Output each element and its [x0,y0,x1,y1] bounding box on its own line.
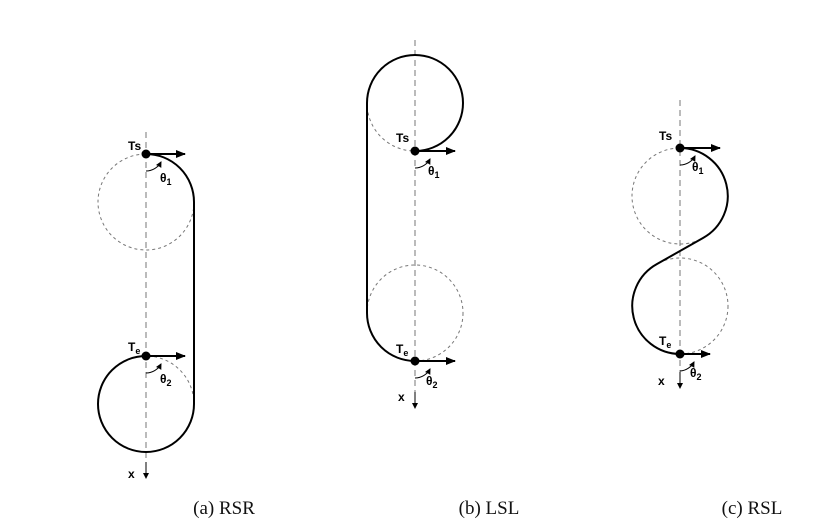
start-point [141,149,151,159]
end-label: Te [396,342,408,358]
start-point [675,143,685,153]
end-label: Te [659,334,671,350]
start-point [410,146,420,156]
x-axis-label: x [128,467,135,481]
start-label: Ts [659,129,672,143]
x-axis-label: x [658,374,665,388]
lsl-path [366,54,464,362]
panel-rsl: Ts Te θ1 θ2 x (c) RSL [631,100,783,519]
theta1-arc [145,161,162,172]
x-axis-label: x [398,390,405,404]
caption-rsl: (c) RSL [722,498,783,519]
theta2-label: θ2 [160,372,172,388]
caption-rsr: (a) RSR [193,498,255,519]
theta2-arc [414,368,431,379]
theta1-label: θ1 [692,160,704,176]
theta2-label: θ2 [426,374,438,390]
rsr-path [97,153,195,453]
theta1-label: θ1 [428,164,440,180]
theta1-arc [679,155,696,166]
theta2-arc [145,363,162,374]
panel-lsl: Ts Te θ1 θ2 x (b) LSL [366,40,520,519]
caption-lsl: (b) LSL [459,498,520,519]
end-label: Te [128,340,140,356]
theta2-label: θ2 [690,366,702,382]
rsl-path [631,147,729,355]
theta2-arc [679,361,695,372]
end-point [675,349,685,359]
theta1-arc [414,158,431,169]
end-point [141,351,151,361]
start-label: Ts [396,131,409,145]
theta1-label: θ1 [160,171,172,187]
end-point [410,356,420,366]
start-label: Ts [128,139,141,153]
panel-rsr: Ts Te θ1 θ2 x (a) RSR [97,132,255,519]
